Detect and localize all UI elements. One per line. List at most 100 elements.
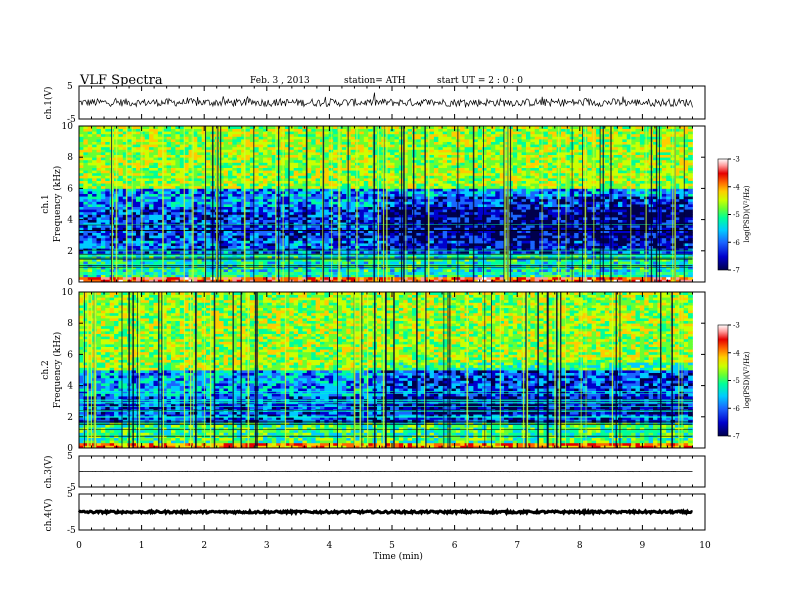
ch1-spectrogram-cell — [385, 263, 391, 267]
ch1-spectrogram-cell — [149, 128, 154, 132]
ch1-spectrogram-cell — [245, 263, 251, 267]
ch1-spectrogram-cell — [376, 266, 382, 270]
ch1-spectrogram-cell — [122, 139, 128, 142]
ch1-spectrogram-cell — [306, 279, 312, 282]
ch1-spectrogram-cell — [162, 154, 168, 158]
ch1-spectrogram-cell — [284, 230, 290, 233]
ch1-spectrogram-cell — [149, 201, 154, 205]
ch1-spectrogram-cell — [263, 201, 268, 205]
ch1-spectrogram-cell — [263, 240, 268, 244]
ch1-spectrogram-cell — [429, 157, 435, 161]
ch1-spectrogram-cell — [324, 261, 330, 265]
ch1-spectrogram-cell — [311, 159, 317, 163]
ch1-spectrogram-cell — [376, 237, 382, 241]
ch1-spectrogram-cell — [197, 217, 203, 220]
ch1-spectrogram-cell — [197, 188, 203, 192]
ch1-spectrogram-cell — [96, 149, 102, 153]
ch1-spectrogram-cell — [433, 217, 439, 220]
ch1-spectrogram-cell — [157, 204, 163, 207]
ch1-spectrogram-cell — [227, 222, 233, 226]
ch1-spectrogram-cell — [263, 243, 268, 246]
ch1-spectrogram-cell — [157, 256, 163, 259]
ch1-spectrogram-cell — [420, 139, 426, 142]
ch1-spectrogram-cell — [105, 274, 111, 278]
ch1-spectrogram-cell — [394, 167, 400, 171]
ch1-spectrogram-cell — [127, 245, 132, 249]
ch1-spectrogram-cell — [144, 191, 150, 194]
ch1-spectrogram-cell — [350, 206, 356, 210]
ch1-spectrogram-cell — [333, 191, 338, 194]
ch1-spectrogram-cell — [149, 248, 154, 252]
ch1-spectrogram-cell — [425, 159, 430, 163]
ch1-spectrogram-cell — [245, 261, 251, 265]
ch1-spectrogram-cell — [100, 256, 106, 259]
ch1-spectrogram-cell — [87, 141, 93, 145]
ch1-spectrogram-cell — [131, 162, 137, 166]
ch1-spectrogram-cell — [144, 178, 150, 181]
ch1-spectrogram-cell — [184, 191, 189, 194]
ch1-spectrogram-cell — [254, 128, 260, 132]
ch1-spectrogram-cell — [333, 245, 338, 249]
ch1-spectrogram-cell — [263, 172, 268, 176]
ch1-spectrogram-cell — [293, 248, 299, 252]
ch1-spectrogram-cell — [350, 178, 356, 181]
ch1-spectrogram-cell — [175, 243, 181, 246]
ch1-spectrogram-cell — [254, 152, 260, 155]
ch1-spectrogram-cell — [249, 235, 255, 239]
ch1-spectrogram-cell — [376, 152, 382, 155]
ch1-spectrogram-cell — [135, 149, 141, 153]
ch1-spectrogram-cell — [350, 152, 356, 155]
ch1-spectrogram-cell — [438, 126, 444, 129]
ch1-spectrogram-cell — [118, 230, 124, 233]
ch1-spectrogram-cell — [293, 263, 299, 267]
ch1-spectrogram-cell — [306, 149, 312, 153]
ch1-spectrogram-cell — [390, 224, 395, 228]
ch1-spectrogram-cell — [166, 261, 172, 265]
ch1-spectrogram-cell — [188, 154, 194, 158]
ch1-spectrogram-cell — [438, 131, 444, 135]
ch1-spectrogram-cell — [135, 131, 141, 135]
ch1-spectrogram-cell — [122, 240, 128, 244]
ch1-spectrogram-cell — [206, 279, 211, 282]
ch1-spectrogram-cell — [219, 219, 224, 223]
ch1-spectrogram-cell — [420, 214, 426, 218]
ch1-spectrogram-cell — [306, 232, 312, 236]
ch1-spectrogram-cell — [131, 209, 137, 213]
ch1-spectrogram-cell — [87, 133, 93, 137]
ch1-spectrogram-cell — [333, 240, 338, 244]
ch1-spectrogram-cell — [385, 269, 391, 272]
ch1-spectrogram-cell — [385, 146, 391, 150]
ch1-spectrogram-cell — [412, 224, 417, 228]
ch1-spectrogram-cell — [188, 172, 194, 176]
ch1-spectrogram-cell — [249, 144, 255, 148]
ch1-spectrogram-cell — [341, 133, 347, 137]
ch1-spectrogram-cell — [162, 261, 168, 265]
ch1-spectrogram-cell — [271, 188, 277, 192]
ch1-spectrogram-cell — [100, 248, 106, 252]
ch1-spectrogram-cell — [433, 276, 439, 280]
ch1-spectrogram-cell — [429, 175, 435, 179]
ch1-spectrogram-cell — [105, 196, 111, 200]
ch1-spectrogram-cell — [179, 144, 185, 148]
ch1-spectrogram-cell — [258, 266, 264, 270]
ch1-spectrogram-cell — [135, 201, 141, 205]
ch1-spectrogram-cell — [127, 217, 132, 220]
ch1-spectrogram-cell — [363, 209, 369, 213]
ch1-spectrogram-cell — [105, 152, 111, 155]
ch1-spectrogram-cell — [433, 261, 439, 265]
ch1-spectrogram-cell — [416, 274, 422, 278]
ch1-spectrogram-cell — [149, 180, 154, 184]
ch1-spectrogram-cell — [118, 175, 124, 179]
ch1-spectrogram-cell — [100, 237, 106, 241]
ch1-spectrogram-cell — [311, 162, 317, 166]
ch1-spectrogram-cell — [79, 136, 84, 140]
ch1-spectrogram-cell — [171, 146, 176, 150]
ch1-spectrogram-cell — [131, 136, 137, 140]
ch1-spectrogram-cell — [258, 159, 264, 163]
ch1-spectrogram-cell — [122, 128, 128, 132]
ch1-spectrogram-cell — [289, 152, 295, 155]
ch1-spectrogram-cell — [92, 146, 97, 150]
ch1-spectrogram-cell — [363, 222, 369, 226]
ch1-spectrogram-cell — [171, 196, 176, 200]
ch1-spectrogram-cell — [79, 253, 84, 257]
